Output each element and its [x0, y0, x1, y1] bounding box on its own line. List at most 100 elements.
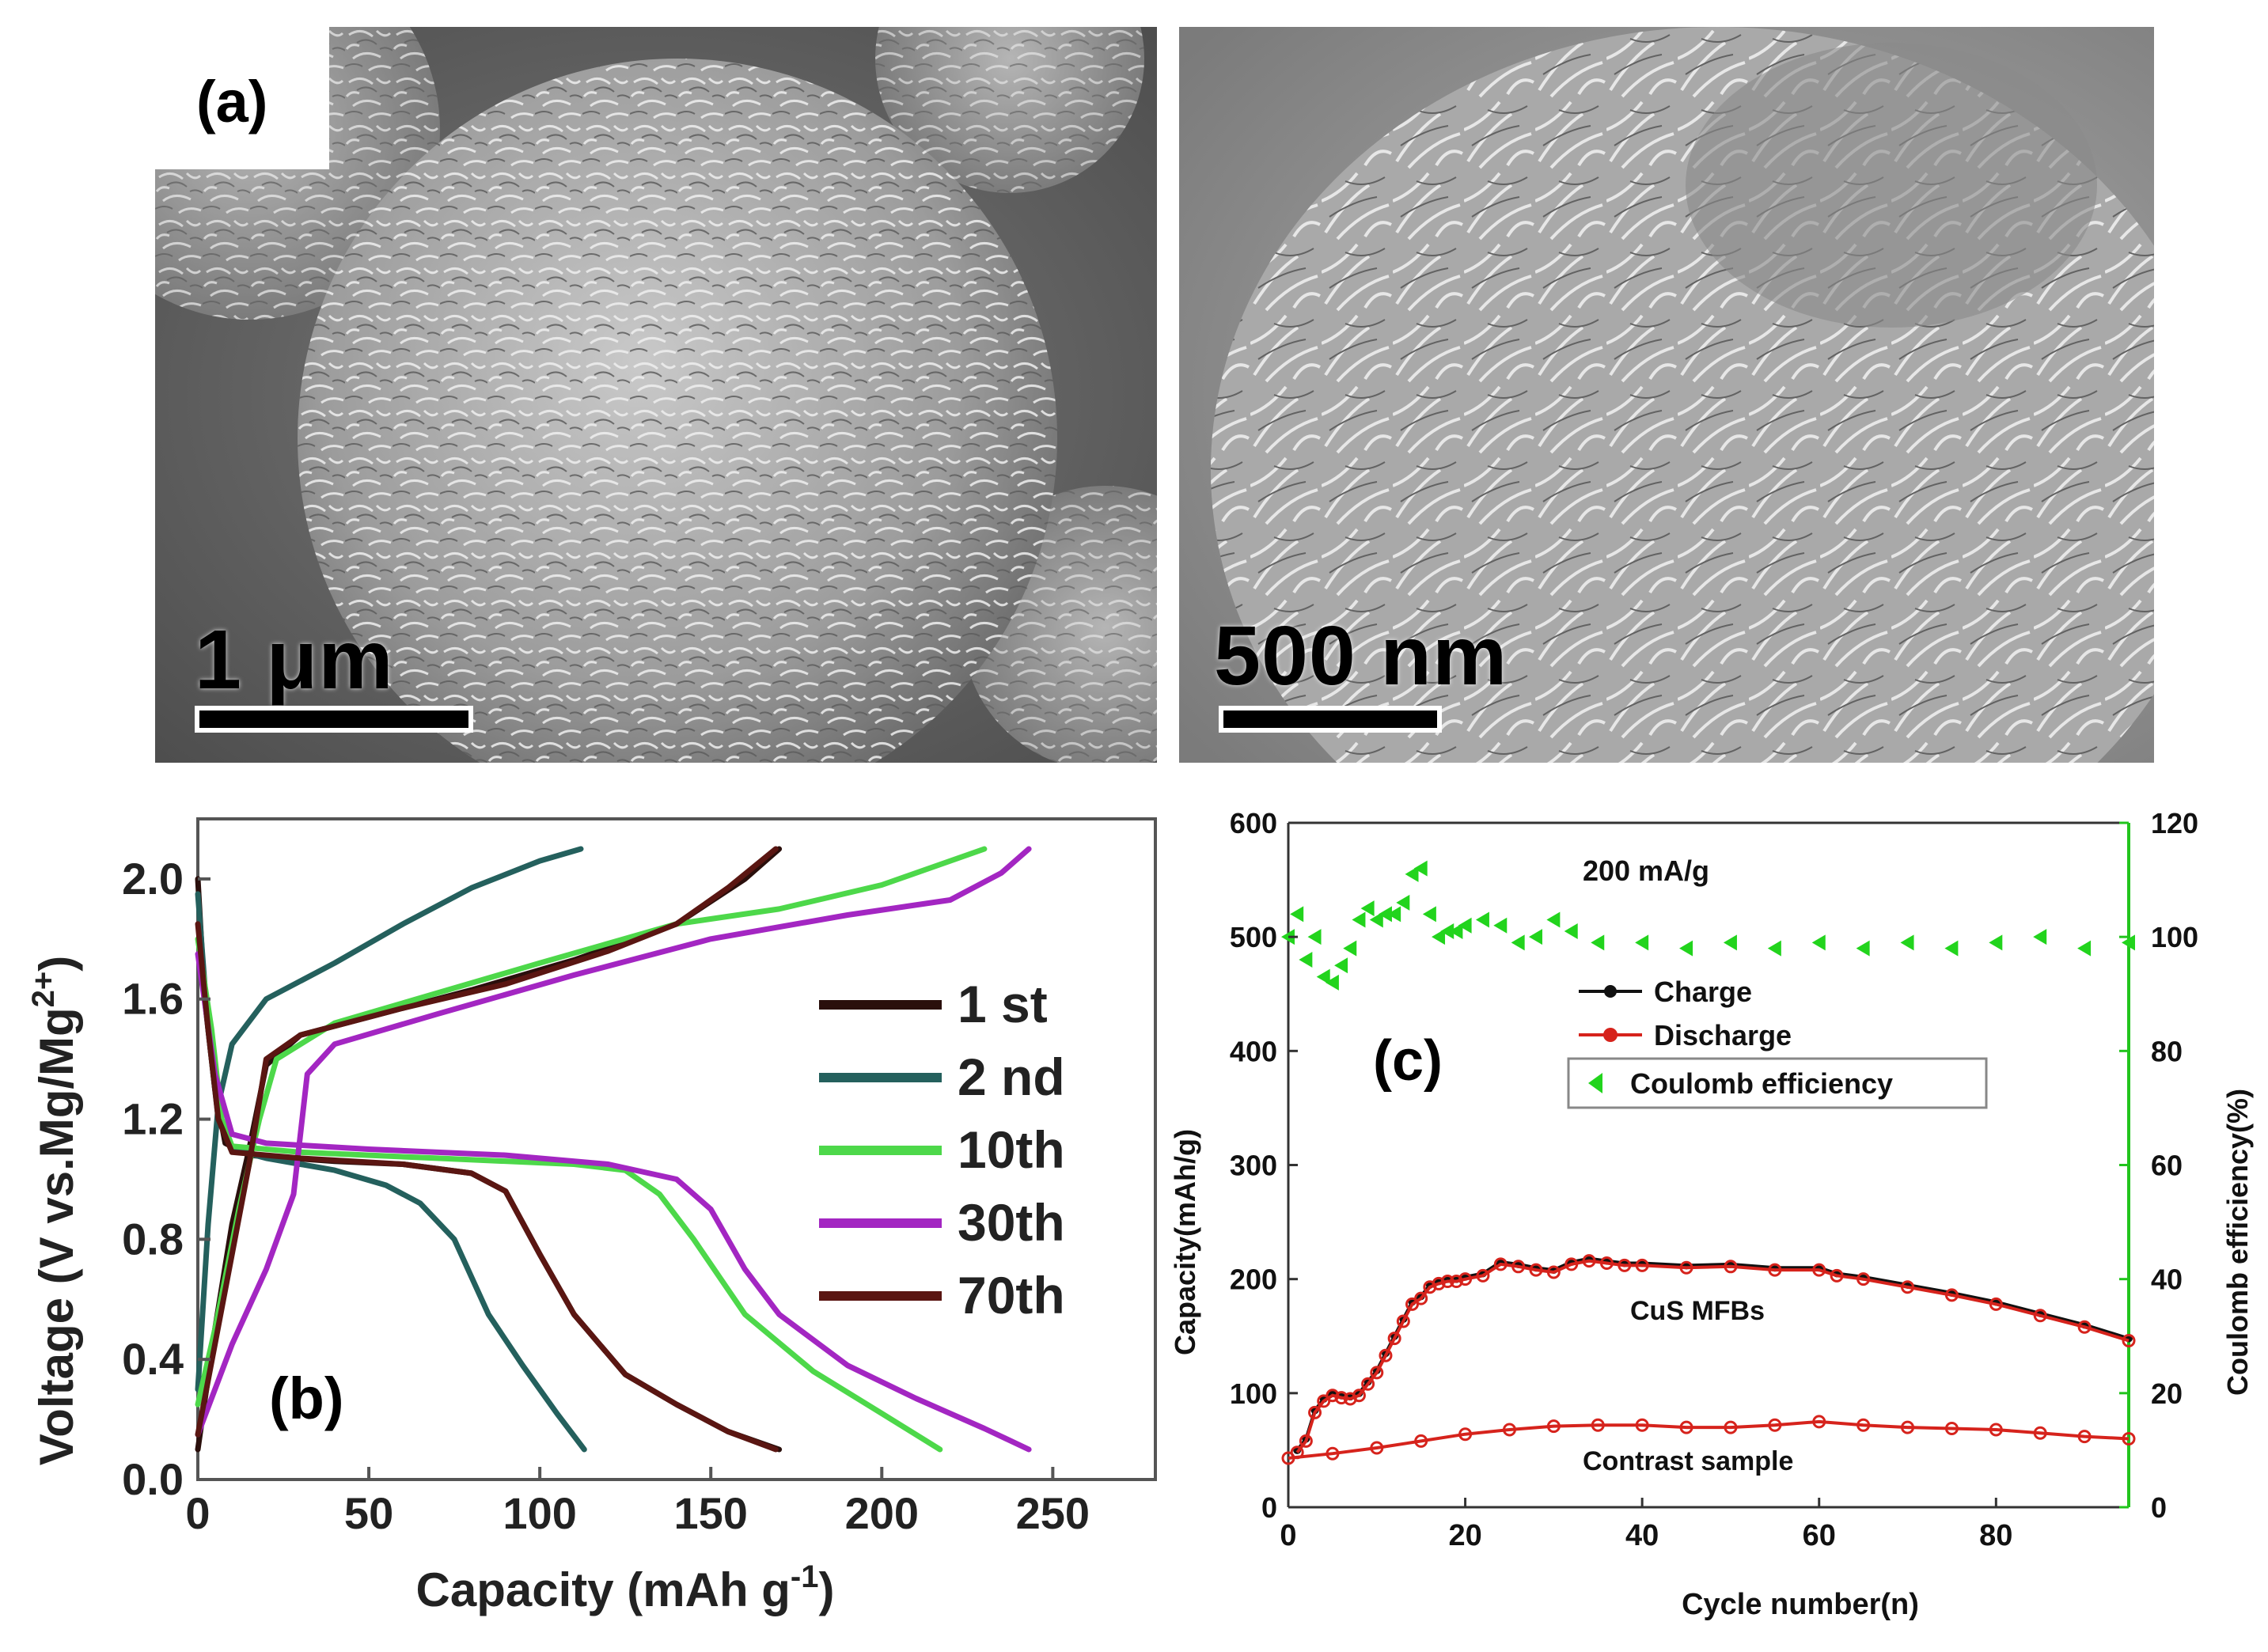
point-coulomb	[1396, 894, 1410, 911]
chart-c-frame	[1287, 821, 2130, 1509]
point-coulomb	[1387, 906, 1401, 923]
chart-b-ytick-label: 0.8	[122, 1214, 184, 1264]
point-coulomb	[1352, 911, 1366, 928]
point-coulomb	[1449, 923, 1463, 939]
point-discharge	[1989, 1297, 2003, 1311]
point-coulomb	[1475, 911, 1489, 928]
panel-a-label-box: (a)	[155, 27, 329, 169]
legend-discharge-label: Discharge	[1654, 1019, 1792, 1051]
chart-b-xtick-label: 150	[673, 1488, 747, 1538]
point-contrast	[1635, 1418, 1649, 1432]
chart-b-xtick-label: 0	[185, 1488, 210, 1538]
chart-c-legend: Charge Discharge Coulomb efficiency	[1567, 976, 1988, 1109]
series-70th-discharge-line	[195, 921, 779, 1453]
legend-coulomb-marker	[1588, 1073, 1602, 1093]
legend-charge-label: Charge	[1654, 976, 1752, 1008]
chart-c-xtick-label: 0	[1280, 1519, 1296, 1552]
point-coulomb	[1290, 906, 1304, 923]
chart-c-xtick-label: 40	[1625, 1519, 1659, 1552]
series-30th-discharge-line	[195, 951, 1032, 1453]
point-discharge	[1326, 1389, 1340, 1403]
chart-c-ytick-label: 500	[1230, 921, 1277, 953]
point-coulomb	[1413, 860, 1428, 877]
chart-b: 0 50 100 150 200 250 0.0 0.4 0.8 1.2 1.6 2.0 1 st 2 …	[0, 783, 1171, 1652]
point-discharge	[1901, 1280, 1915, 1294]
chart-b-ytick-label: 2.0	[122, 854, 184, 904]
point-contrast	[1812, 1415, 1826, 1429]
point-discharge	[1379, 1348, 1393, 1362]
point-contrast	[1458, 1427, 1473, 1442]
point-discharge	[2122, 1334, 2136, 1348]
point-coulomb	[1405, 866, 1419, 882]
legend-discharge-marker	[1603, 1028, 1618, 1042]
point-contrast	[1724, 1420, 1738, 1434]
chart-b-ytick-label: 0.4	[122, 1334, 184, 1384]
point-coulomb	[2077, 940, 2092, 957]
sem-image-right: 500 nm	[1179, 27, 2154, 763]
point-discharge	[1370, 1366, 1384, 1380]
point-discharge	[1944, 1288, 1959, 1302]
panel-b-label: (b)	[269, 1366, 344, 1431]
point-coulomb	[1325, 974, 1339, 991]
chart-c-ytick-right-label: 80	[2151, 1035, 2183, 1067]
point-contrast	[1679, 1420, 1693, 1434]
point-coulomb	[1856, 940, 1870, 957]
point-discharge	[2033, 1309, 2047, 1323]
annotation-contrast-sample: Contrast sample	[1583, 1446, 1793, 1476]
point-contrast	[1326, 1446, 1340, 1461]
point-coulomb	[1679, 940, 1693, 957]
chart-c-ytick-label: 200	[1230, 1264, 1277, 1296]
scale-label-left: 1 μm	[195, 613, 394, 707]
point-coulomb	[1900, 934, 1914, 951]
chart-b-legend-label: 70th	[958, 1266, 1065, 1324]
point-discharge	[1582, 1254, 1596, 1268]
point-coulomb	[1422, 906, 1436, 923]
point-contrast	[1768, 1418, 1782, 1432]
point-coulomb	[1591, 934, 1605, 951]
point-contrast	[1591, 1418, 1605, 1432]
series-10th-discharge-line	[195, 936, 943, 1453]
chart-c-ytick-right-label: 0	[2151, 1491, 2167, 1524]
point-coulomb	[1635, 934, 1649, 951]
legend-coulomb-label: Coulomb efficiency	[1630, 1067, 1893, 1100]
point-coulomb	[1360, 900, 1375, 917]
chart-c-series	[1281, 860, 2136, 1465]
point-coulomb	[1989, 934, 2003, 951]
chart-c-xtick-label: 80	[1979, 1519, 2012, 1552]
chart-b-legend-label: 2 nd	[958, 1048, 1065, 1106]
chart-c-xtick-label: 20	[1448, 1519, 1481, 1552]
point-discharge	[1812, 1263, 1826, 1277]
series-charge-line	[1295, 1256, 2130, 1452]
point-coulomb	[1529, 929, 1543, 945]
chart-b-legend-label: 30th	[958, 1193, 1065, 1252]
point-coulomb	[1493, 917, 1508, 934]
scale-bar-left	[195, 706, 473, 733]
point-discharge	[1635, 1258, 1649, 1272]
point-discharge	[1768, 1263, 1782, 1277]
sem-micrograph-right	[1179, 27, 2154, 763]
sem-image-left: (a) 1 μm	[155, 27, 1157, 763]
point-discharge	[2077, 1320, 2092, 1334]
chart-b-curves	[195, 846, 1032, 1453]
point-coulomb	[1281, 929, 1295, 945]
chart-b-legend: 1 st 2 nd 10th 30th 70th	[819, 975, 1065, 1324]
point-coulomb	[1307, 929, 1322, 945]
chart-b-xtick-label: 100	[503, 1488, 576, 1538]
point-coulomb	[1299, 952, 1313, 968]
point-contrast	[1856, 1418, 1871, 1432]
point-discharge	[1618, 1258, 1632, 1272]
chart-b-xlabel: Capacity (mAh g-1)	[416, 1559, 835, 1616]
point-coulomb	[1511, 934, 1525, 951]
chart-b-svg: 0 50 100 150 200 250 0.0 0.4 0.8 1.2 1.6 2.0 1 st 2 …	[26, 817, 1157, 1616]
annotation-cus-mfbs: CuS MFBs	[1630, 1296, 1765, 1326]
point-coulomb	[1767, 940, 1781, 957]
panel-c-label: (c)	[1373, 1029, 1443, 1093]
point-discharge	[1679, 1260, 1693, 1275]
point-discharge	[1299, 1434, 1313, 1448]
chart-c-svg: 0 20 40 60 80 0 100 200 300 400 500 600 0 20 40 60 80 100…	[1171, 807, 2254, 1621]
chart-c-ylabel-right: Coulomb efficiency(%)	[2221, 1089, 2254, 1396]
point-contrast	[1944, 1422, 1959, 1436]
chart-b-xtick-label: 50	[344, 1488, 393, 1538]
point-coulomb	[1334, 957, 1348, 974]
point-contrast	[1901, 1420, 1915, 1434]
